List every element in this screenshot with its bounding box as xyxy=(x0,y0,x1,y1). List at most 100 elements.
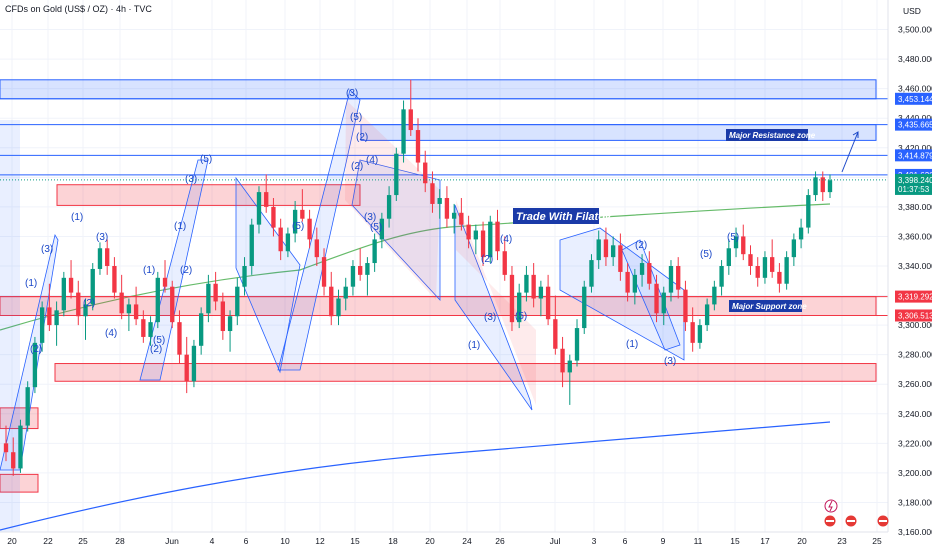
wave-label: (1) xyxy=(468,340,480,351)
time-tick-label: 6 xyxy=(623,536,628,546)
candle-body xyxy=(509,274,515,323)
candle-body xyxy=(545,286,551,320)
candle-body xyxy=(777,271,782,284)
candle-body xyxy=(112,266,117,293)
wave-label: (1) xyxy=(143,265,155,276)
time-tick-label: 22 xyxy=(43,536,53,546)
candle-body xyxy=(119,292,124,314)
candle-body xyxy=(68,277,74,293)
candle-body xyxy=(480,230,486,258)
candle-body xyxy=(162,277,168,287)
candle-body xyxy=(524,274,529,293)
candle-body xyxy=(791,239,797,258)
resistance-zone-label: Major Resistance zone xyxy=(729,131,816,140)
price-tick-label: 3,340.000 xyxy=(898,261,932,271)
candle-body xyxy=(39,307,45,343)
wave-label: (3) xyxy=(664,356,676,367)
wave-channel xyxy=(454,204,533,411)
wave-label: (5) xyxy=(370,222,382,233)
projection-arrow-line xyxy=(841,131,859,173)
candle-body xyxy=(264,192,269,207)
candle-body xyxy=(321,257,327,287)
wave-label: (5) xyxy=(292,221,304,232)
price-tick-label: 3,360.000 xyxy=(898,231,932,241)
wave-label: (2) xyxy=(481,254,493,265)
candle-body xyxy=(155,277,160,323)
price-badge-text: 3,319.292 xyxy=(898,293,932,302)
event-icons[interactable] xyxy=(824,499,889,527)
wave-label: (4) xyxy=(500,234,512,245)
candle-body xyxy=(625,271,630,293)
candle-body xyxy=(292,209,298,234)
price-axis[interactable] xyxy=(888,0,932,532)
candle-body xyxy=(423,162,428,184)
candle-body xyxy=(639,263,645,275)
candle-body xyxy=(784,257,789,284)
watermark-box xyxy=(513,208,599,224)
candle-body xyxy=(827,180,833,193)
candle-body xyxy=(54,310,59,326)
candle-body xyxy=(365,263,370,275)
time-axis[interactable] xyxy=(0,532,888,550)
wave-label: (2) xyxy=(30,344,42,355)
candle-body xyxy=(198,313,204,346)
wave-label: (4) xyxy=(105,328,117,339)
time-tick-label: 3 xyxy=(592,536,597,546)
time-tick-label: 24 xyxy=(462,536,472,546)
price-badge-text: 3,453.144 xyxy=(898,95,932,104)
candle-body xyxy=(249,224,254,266)
candle-body xyxy=(18,425,23,469)
candle-body xyxy=(11,452,16,469)
candle-body xyxy=(473,230,478,240)
wave-label: (2) xyxy=(351,161,363,172)
price-badge xyxy=(895,309,932,322)
medium-moving-average xyxy=(0,203,831,331)
candle-body xyxy=(488,221,493,258)
candle-body xyxy=(762,257,768,278)
price-tick-label: 3,200.000 xyxy=(898,468,932,478)
candle-body xyxy=(596,239,601,261)
support-zone-label-box xyxy=(729,300,802,312)
candle-body xyxy=(538,286,544,299)
candle-body xyxy=(517,292,522,323)
candle-body xyxy=(401,109,406,154)
candle-body xyxy=(25,387,30,426)
candle-body xyxy=(683,289,688,323)
zone-box xyxy=(0,473,39,493)
zone-box xyxy=(54,363,877,382)
candle-body xyxy=(314,239,319,258)
countdown-text: 01:37:53 xyxy=(898,185,930,194)
time-tick-label: 11 xyxy=(694,536,703,546)
candle-body xyxy=(770,257,775,272)
wave-label: (1) xyxy=(71,212,83,223)
time-tick-label: 25 xyxy=(872,536,882,546)
price-tick-label: 3,300.000 xyxy=(898,320,932,330)
wave-label: (2) xyxy=(180,265,192,276)
watermark-tag: Trade With Filatov xyxy=(513,208,612,224)
time-tick-label: 15 xyxy=(730,536,740,546)
candle-body xyxy=(437,198,442,204)
wave-label: (1) xyxy=(174,221,186,232)
candle-body xyxy=(712,286,717,305)
time-tick-label: Jul xyxy=(550,536,561,546)
price-line-badges: 3,453.1443,435.6653,414.8793,401.6263,31… xyxy=(0,92,932,322)
lightning-icon[interactable] xyxy=(824,499,838,513)
candle-body xyxy=(553,319,558,349)
wave-label: (1) xyxy=(25,278,37,289)
candle-body xyxy=(141,319,146,337)
candle-body xyxy=(618,245,623,272)
candle-body xyxy=(798,227,804,240)
price-tick-label: 3,380.000 xyxy=(898,202,932,212)
time-tick-label: 15 xyxy=(350,536,360,546)
candle-body xyxy=(567,360,572,373)
price-badge-text: 3,414.879 xyxy=(898,151,932,160)
candle-body xyxy=(271,206,276,228)
candle-body xyxy=(170,286,175,323)
candle-body xyxy=(741,236,746,255)
price-badge-text: 3,306.513 xyxy=(898,311,932,320)
price-badge-text: 3,435.665 xyxy=(898,121,932,130)
candle-body xyxy=(459,212,464,225)
zone-box xyxy=(56,184,361,206)
